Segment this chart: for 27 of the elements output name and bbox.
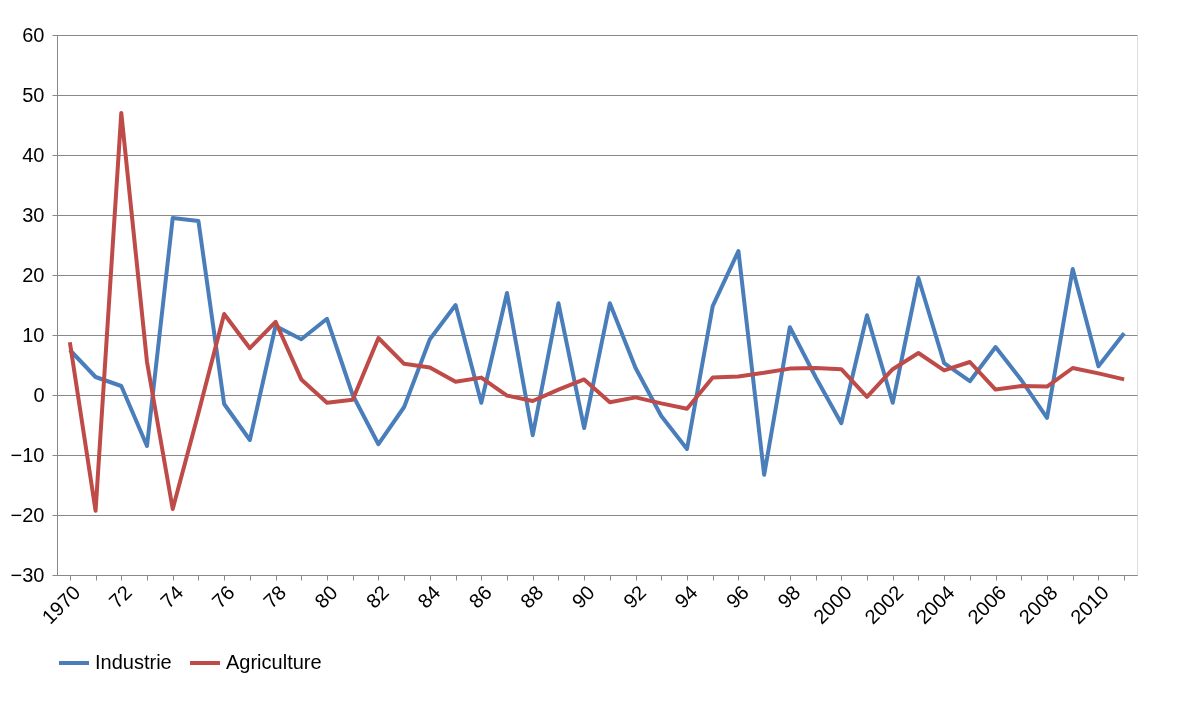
y-tick-label: 30 xyxy=(22,203,45,226)
x-tick-label: 88 xyxy=(516,581,548,613)
x-tick-label: 94 xyxy=(670,581,702,613)
y-tick-label: 50 xyxy=(22,83,45,106)
x-tick-label: 82 xyxy=(361,581,394,613)
x-tick-label: 78 xyxy=(258,581,291,613)
y-tick-label: −20 xyxy=(10,503,45,526)
x-tick-label: 80 xyxy=(310,581,342,613)
y-tick-label: 60 xyxy=(22,23,45,46)
line-series xyxy=(67,111,1127,513)
x-tick-label: 72 xyxy=(104,581,136,613)
y-tick-label: 40 xyxy=(22,143,45,166)
x-tick-label: 96 xyxy=(721,581,754,613)
legend-label: Industrie xyxy=(95,651,172,673)
x-tick-label: 92 xyxy=(618,581,651,613)
y-tick-label: 10 xyxy=(22,323,45,346)
legend-label: Agriculture xyxy=(226,651,322,673)
y-tick-label: 20 xyxy=(22,263,45,286)
x-tick-label: 74 xyxy=(156,581,188,613)
x-tick-label: 90 xyxy=(567,581,599,613)
x-tick-label: 86 xyxy=(464,581,496,613)
x-tick-label: 98 xyxy=(773,581,805,613)
y-tick-label: −10 xyxy=(10,443,45,466)
y-tick-label: 0 xyxy=(33,383,45,406)
x-tick-label: 84 xyxy=(413,581,445,613)
y-tick-label: −30 xyxy=(10,563,45,586)
x-tick-label: 76 xyxy=(207,581,239,613)
